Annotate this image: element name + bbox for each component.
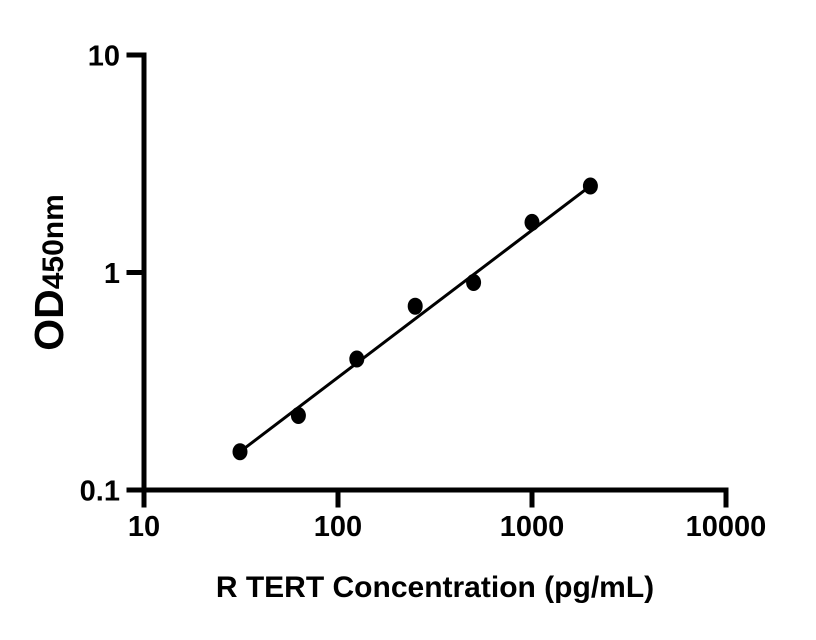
data-point [232, 443, 248, 461]
x-tick-label: 10 [128, 511, 160, 543]
data-point [582, 177, 598, 195]
y-tick-label: 0.1 [80, 476, 120, 508]
series-group [232, 177, 598, 461]
x-axis-title: R TERT Concentration (pg/mL) [216, 571, 654, 604]
data-point [349, 350, 365, 368]
y-axis-title-sub: 450nm [37, 194, 70, 289]
tick-labels-group: 0.1 1 10 10 100 1000 10000 [80, 41, 767, 544]
axes-group [141, 52, 729, 493]
x-tick-label: 100 [314, 511, 362, 543]
x-tick-label: 10000 [686, 511, 767, 543]
y-axis-title-main: OD [26, 289, 72, 351]
data-point [290, 407, 306, 425]
ticks-group [126, 52, 729, 508]
data-point [466, 273, 482, 291]
x-tick-label: 1000 [500, 511, 565, 543]
data-point [524, 213, 540, 231]
y-axis-title: OD450nm [26, 194, 72, 351]
y-tick-label: 10 [88, 41, 120, 73]
data-point [407, 297, 423, 315]
y-tick-label: 1 [104, 258, 120, 290]
